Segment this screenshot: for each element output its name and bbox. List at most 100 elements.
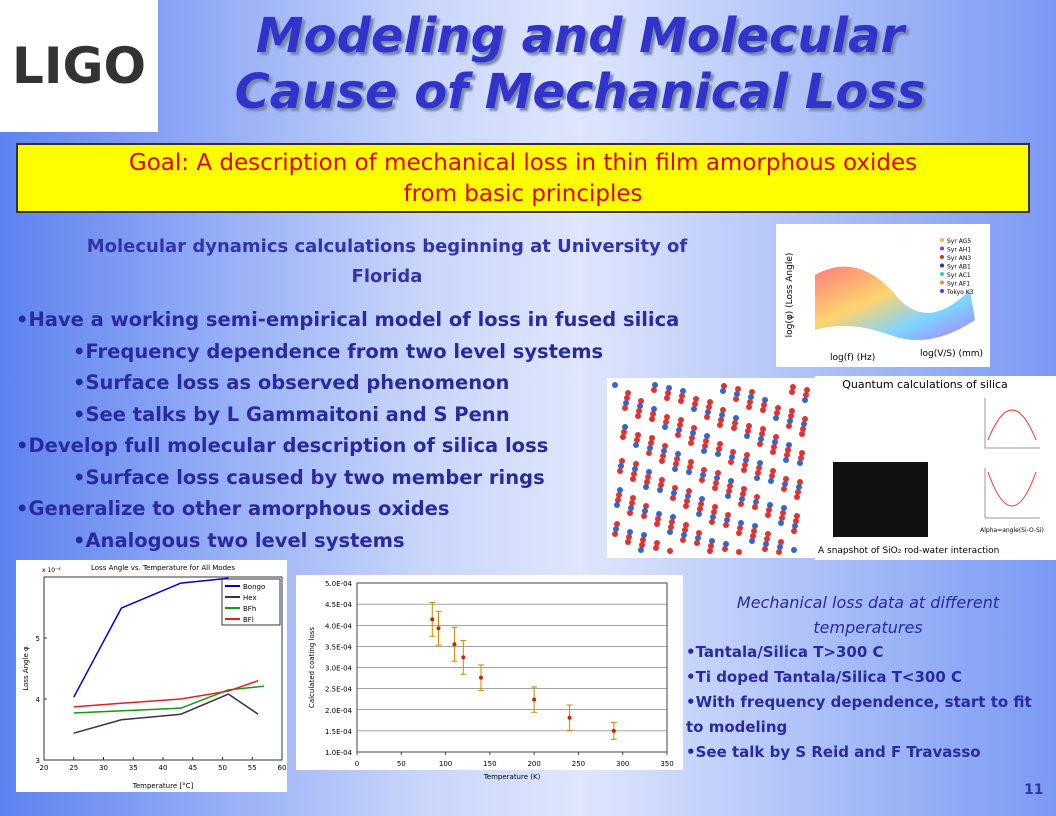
quantum-bg <box>815 376 1056 560</box>
bullet: Surface loss as observed phenomenon <box>0 367 679 399</box>
atom <box>725 493 731 499</box>
atom <box>766 507 772 513</box>
y-tick-label: 3 <box>36 757 40 765</box>
atom <box>773 415 779 421</box>
legend-swatch <box>940 238 944 242</box>
atom <box>769 473 775 479</box>
logo: LIGO <box>0 0 158 132</box>
atom <box>701 467 707 473</box>
bullet: Develop full molecular description of si… <box>0 430 679 462</box>
atom <box>729 454 735 460</box>
atom <box>753 499 759 505</box>
atom <box>785 447 791 453</box>
bullet: See talks by L Gammaitoni and S Penn <box>0 399 679 431</box>
atom <box>703 438 709 444</box>
goal-box: Goal: A description of mechanical loss i… <box>16 143 1030 213</box>
atom <box>745 428 751 434</box>
x-tick-label: 350 <box>660 760 673 768</box>
atom <box>765 531 771 537</box>
x-tick-label: 20 <box>40 764 49 772</box>
atom <box>711 509 717 515</box>
atom <box>748 394 754 400</box>
right-heading: Mechanical loss data at different tempera… <box>686 590 1050 640</box>
atom <box>803 392 809 398</box>
atom <box>743 457 749 463</box>
atom <box>789 389 795 395</box>
atom <box>730 449 736 455</box>
atom <box>778 539 784 545</box>
atom <box>754 494 760 500</box>
atom <box>757 441 763 447</box>
atom <box>727 483 733 489</box>
point <box>479 675 483 680</box>
atom <box>758 436 764 442</box>
y-tick-label: 4.0E-04 <box>325 622 353 630</box>
atom <box>786 423 792 429</box>
atom <box>708 543 714 549</box>
bullet-list: Have a working semi-empirical model of l… <box>0 304 679 556</box>
atom <box>724 517 730 523</box>
atom <box>746 404 752 410</box>
atom <box>751 528 757 534</box>
atom <box>731 425 737 431</box>
atom <box>680 537 686 543</box>
atom <box>752 523 758 529</box>
atom <box>691 406 697 412</box>
x-tick-label: 30 <box>99 764 108 772</box>
y-tick-label: 1.5E-04 <box>325 728 353 736</box>
bullet: Generalize to other amorphous oxides <box>0 493 679 525</box>
atom <box>733 396 739 402</box>
y-exponent: x 10⁻⁴ <box>42 567 61 574</box>
atom <box>714 475 720 481</box>
x-tick-label: 150 <box>483 760 496 768</box>
atom <box>694 540 700 546</box>
atom <box>686 488 692 494</box>
atom <box>697 506 703 512</box>
atom <box>690 430 696 436</box>
x-tick-label: 55 <box>248 764 257 772</box>
atom <box>762 546 768 552</box>
point <box>430 617 435 622</box>
atom <box>728 459 734 465</box>
atom <box>679 393 685 399</box>
atom <box>781 486 787 492</box>
axis-label: Alpha=angle(Si-O-Si) <box>980 527 1044 534</box>
x-label: Temperature (K) <box>483 773 541 781</box>
point <box>532 697 537 702</box>
atom <box>709 519 715 525</box>
atom <box>790 384 796 390</box>
atom <box>787 418 793 424</box>
atom <box>720 388 726 394</box>
atom <box>783 476 789 482</box>
atom <box>699 477 705 483</box>
point <box>436 626 441 631</box>
atom <box>723 522 729 528</box>
atom <box>728 478 734 484</box>
atom <box>738 520 744 526</box>
atom <box>685 493 691 499</box>
atom <box>695 535 701 541</box>
legend-label: Syr AC1 <box>947 272 971 279</box>
atom <box>720 407 726 413</box>
atom <box>775 405 781 411</box>
atom <box>749 389 755 395</box>
bullet: See talk by S Reid and F Travasso <box>686 740 1050 765</box>
title-line: Cause of Mechanical Loss <box>234 64 926 120</box>
atom <box>781 505 787 511</box>
atom <box>688 440 694 446</box>
legend-label: Syr AG5 <box>947 238 971 245</box>
y-tick-label: 5.0E-04 <box>325 580 353 588</box>
atom <box>804 387 810 393</box>
y-tick-label: 3.0E-04 <box>325 665 353 673</box>
point <box>461 655 466 660</box>
axis-label: log(f) (Hz) <box>830 353 875 363</box>
atom <box>754 475 760 481</box>
legend-label: Syr AB1 <box>947 264 971 271</box>
atom <box>746 423 752 429</box>
atom <box>770 468 776 474</box>
x-tick-label: 0 <box>355 760 359 768</box>
atom <box>739 496 745 502</box>
atom <box>798 455 804 461</box>
y-tick-label: 5 <box>36 635 40 643</box>
legend-label: Bongo <box>243 583 265 591</box>
